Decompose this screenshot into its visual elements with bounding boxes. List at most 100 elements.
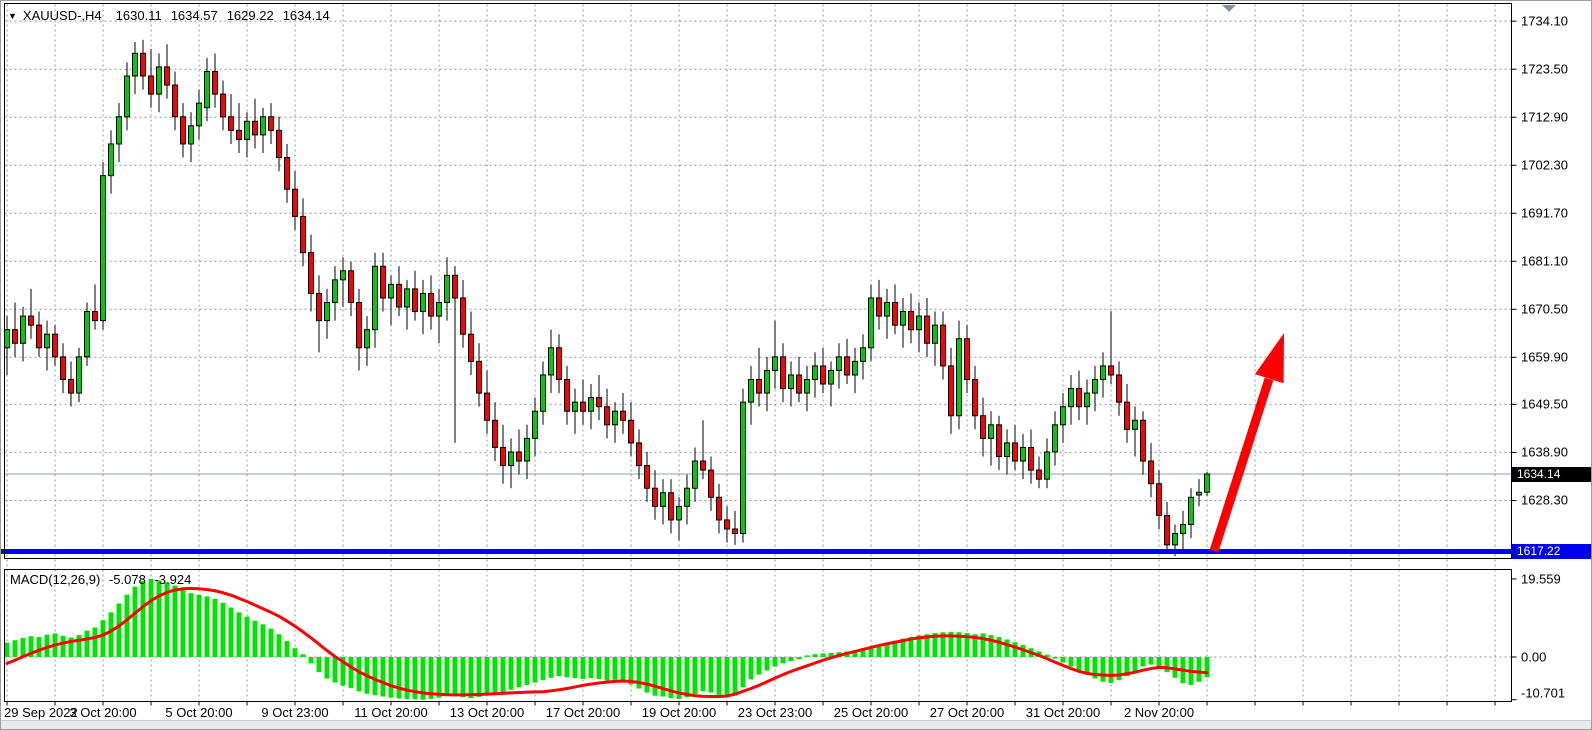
- candle: [516, 451, 522, 462]
- candle: [292, 188, 298, 217]
- macd-histogram-bar: [740, 657, 746, 688]
- support-price-tag: 1617.22: [1512, 544, 1591, 559]
- candle: [28, 315, 34, 326]
- symbol-dropdown-icon[interactable]: ▼: [8, 10, 17, 21]
- candle: [428, 292, 434, 317]
- macd-histogram-bar: [524, 657, 530, 685]
- macd-histogram-bar: [604, 657, 610, 681]
- macd-histogram-bar: [1196, 657, 1202, 682]
- candle: [844, 356, 850, 376]
- candle: [236, 129, 242, 140]
- candle: [708, 469, 714, 498]
- candle: [540, 374, 546, 412]
- macd-histogram-bar: [764, 657, 770, 671]
- macd-histogram-bar: [1068, 657, 1074, 667]
- macd-histogram-bar: [548, 657, 554, 678]
- macd-histogram-bar: [396, 657, 402, 699]
- support-line[interactable]: [1, 549, 1511, 554]
- macd-histogram-bar: [260, 624, 266, 657]
- candle: [908, 311, 914, 331]
- candle: [180, 116, 186, 145]
- macd-histogram-bar: [620, 657, 626, 682]
- candle: [924, 315, 930, 344]
- candle: [748, 379, 754, 403]
- macd-histogram-bar: [1044, 654, 1050, 657]
- candle: [772, 356, 778, 371]
- candle: [508, 451, 514, 467]
- candle: [716, 496, 722, 521]
- macd-histogram-bar: [236, 612, 242, 657]
- macd-histogram-bar: [1172, 657, 1178, 678]
- candle: [68, 379, 74, 394]
- candle: [132, 52, 138, 77]
- macd-histogram-bar: [452, 657, 458, 697]
- candle: [1020, 446, 1026, 462]
- macd-histogram-bar: [380, 657, 386, 697]
- macd-histogram-bar: [476, 657, 482, 697]
- macd-histogram-bar: [916, 635, 922, 657]
- candle: [492, 419, 498, 448]
- macd-histogram-bar: [148, 578, 154, 657]
- candle: [36, 324, 42, 349]
- macd-histogram-bar: [1116, 657, 1122, 681]
- candle: [172, 84, 178, 118]
- candle: [1100, 365, 1106, 381]
- macd-histogram-bar: [660, 657, 666, 697]
- macd-histogram-bar: [876, 644, 882, 657]
- macd-histogram-bar: [588, 657, 594, 679]
- macd-histogram-bar: [668, 657, 674, 699]
- candle: [780, 356, 786, 390]
- macd-histogram-bar: [556, 657, 562, 677]
- candle: [572, 401, 578, 412]
- macd-histogram-bar: [60, 635, 66, 657]
- macd-histogram-bar: [44, 634, 50, 657]
- macd-histogram-bar: [964, 633, 970, 657]
- macd-histogram-bar: [308, 657, 314, 664]
- macd-histogram-bar: [76, 635, 82, 657]
- macd-histogram-bar: [252, 620, 258, 657]
- candle: [1076, 388, 1082, 408]
- candle: [788, 374, 794, 390]
- candle: [1052, 424, 1058, 453]
- macd-histogram-bar: [924, 634, 930, 657]
- candle: [612, 410, 618, 426]
- macd-histogram-bar: [580, 657, 586, 679]
- macd-histogram-bar: [388, 657, 394, 698]
- candle: [260, 116, 266, 136]
- candle: [388, 283, 394, 299]
- candle: [604, 406, 610, 426]
- current-price-tag: 1634.14: [1512, 467, 1591, 482]
- trend-arrow-shaft[interactable]: [1209, 377, 1274, 553]
- macd-histogram-bar: [868, 646, 874, 657]
- candle: [412, 288, 418, 313]
- price-axis-label: 1628.30: [1521, 492, 1568, 508]
- candle: [644, 465, 650, 489]
- candle: [740, 401, 746, 535]
- candle: [156, 66, 162, 95]
- macd-histogram-bar: [436, 657, 442, 698]
- macd-histogram-bar: [356, 657, 362, 692]
- macd-histogram-bar: [1108, 657, 1114, 683]
- candle: [108, 143, 114, 177]
- macd-histogram-bar: [1132, 657, 1138, 672]
- candle: [692, 460, 698, 489]
- candle: [1180, 523, 1186, 535]
- macd-histogram-bar: [172, 585, 178, 657]
- candle: [76, 356, 82, 394]
- macd-histogram-bar: [756, 657, 762, 675]
- macd-histogram-bar: [908, 637, 914, 657]
- macd-histogram-bar: [700, 657, 706, 692]
- candle: [300, 215, 306, 254]
- macd-signal-line: [5, 586, 1209, 699]
- price-pane-border: [4, 3, 1512, 559]
- macd-histogram-bar: [84, 630, 90, 657]
- trend-arrow-head[interactable]: [1255, 333, 1284, 384]
- candle: [396, 283, 402, 308]
- macd-histogram-bar: [4, 642, 10, 657]
- candle: [500, 446, 506, 467]
- macd-histogram-bar: [28, 636, 34, 657]
- macd-histogram-bar: [1204, 657, 1210, 678]
- price-axis-label: 1691.70: [1521, 205, 1568, 221]
- macd-histogram-bar: [884, 642, 890, 657]
